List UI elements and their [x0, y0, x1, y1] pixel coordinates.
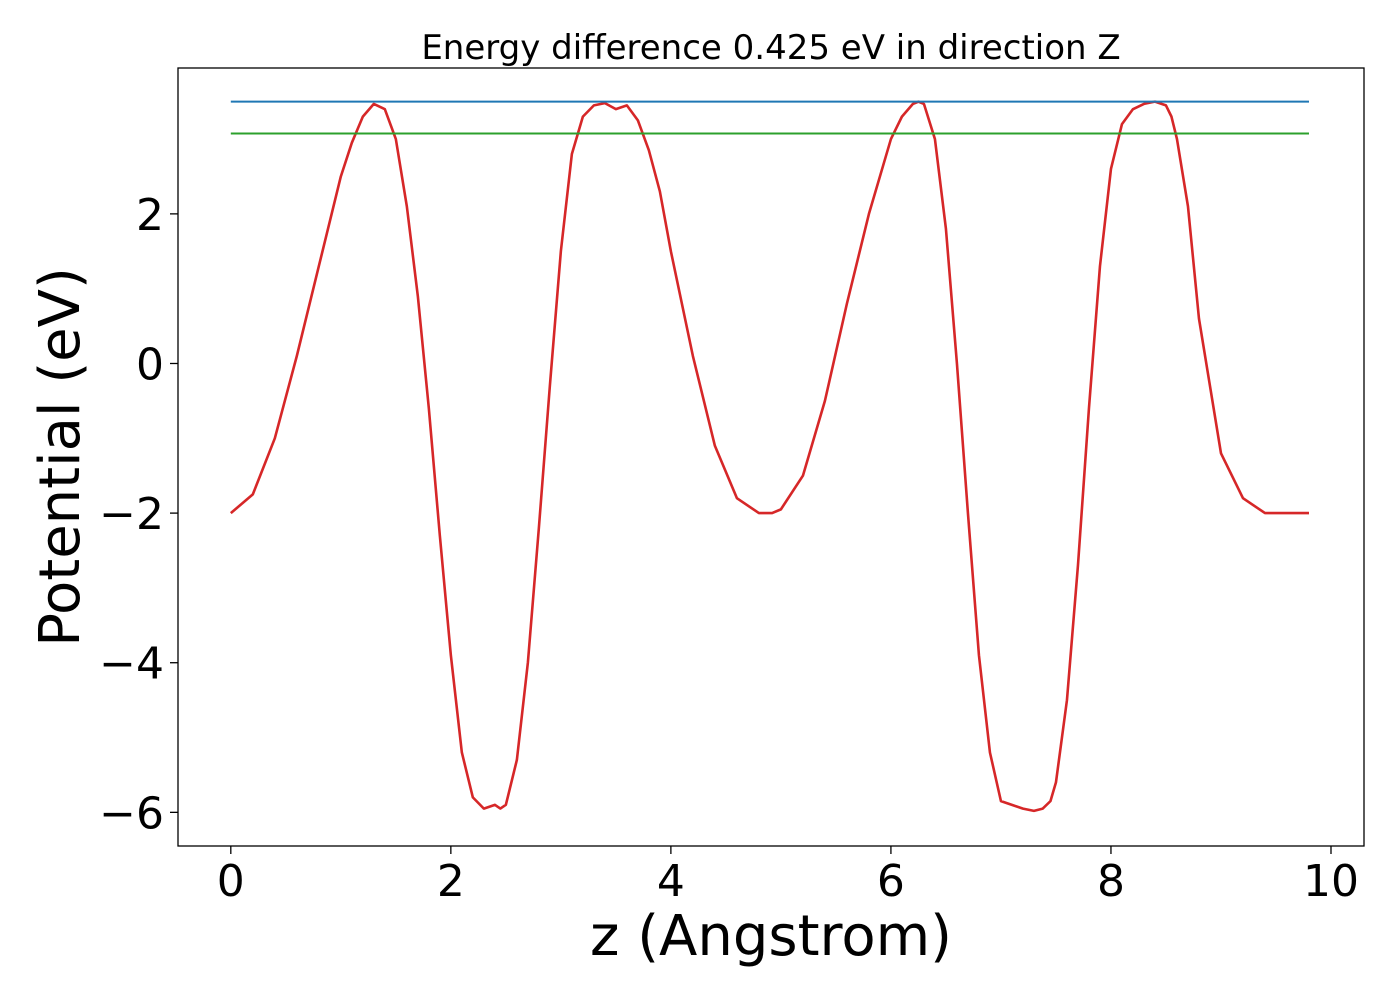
y-axis-ticks: −6 −4 −2 0 2 — [99, 190, 178, 839]
x-tick-label: 2 — [437, 856, 465, 907]
y-tick-label: −2 — [99, 489, 164, 540]
y-tick-label: 2 — [136, 190, 164, 241]
x-tick-label: 4 — [657, 856, 685, 907]
plot-frame — [177, 67, 1365, 847]
x-axis-ticks: 0 2 4 6 8 10 — [217, 846, 1359, 907]
x-tick-label: 0 — [217, 856, 245, 907]
y-axis-label: Potential (eV) — [28, 267, 93, 647]
x-tick-label: 8 — [1097, 856, 1125, 907]
series-line-1 — [229, 100, 1309, 813]
x-tick-label: 10 — [1303, 856, 1359, 907]
x-axis-label: z (Angstrom) — [590, 904, 952, 969]
y-tick-label: −4 — [99, 639, 164, 690]
y-tick-label: −6 — [99, 788, 164, 839]
x-tick-label: 6 — [877, 856, 905, 907]
chart-title: Energy difference 0.425 eV in direction … — [421, 28, 1120, 68]
series-layer — [229, 100, 1309, 813]
y-tick-label: 0 — [136, 339, 164, 390]
plot-area — [178, 68, 1364, 846]
